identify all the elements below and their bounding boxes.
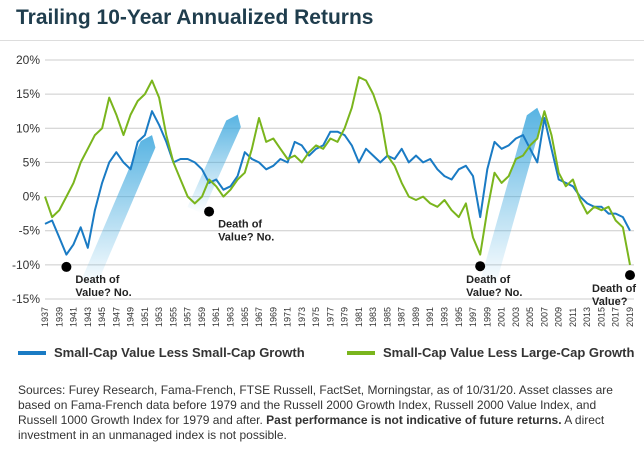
sources-tail: A direct investment in an unmanaged inde… [18,413,605,442]
x-tick-label: 2013 [582,307,592,327]
x-tick-label: 1969 [268,307,278,327]
x-tick-label: 1973 [297,307,307,327]
annotation-label: Value? No. [466,287,522,299]
x-tick-label: 1997 [468,307,478,327]
x-tick-label: 1979 [340,307,350,327]
x-tick-label: 2009 [554,307,564,327]
series-line-green [44,76,631,266]
y-tick-label: -15% [12,292,40,306]
line-chart: 20% 15% 10% 5% 0% -5% -10% -15%1937 1939 1941 1943… [12,53,636,327]
annotation-label: Death of [218,219,262,231]
annotation-dot [204,206,215,217]
x-tick-label: 2015 [596,307,606,327]
annotation-dot [61,261,72,272]
legend-item-blue: Small-Cap Value Less Small-Cap Growth [18,345,305,360]
annotation-label: Death of [75,274,119,286]
legend-swatch [18,350,46,355]
x-tick-label: 1955 [168,307,178,327]
x-tick-label: 1995 [454,307,464,327]
x-tick-label: 1961 [211,307,221,327]
sources-note: Sources: Furey Research, Fama-French, FT… [18,383,630,443]
legend-label: Small-Cap Value Less Large-Cap Growth [383,345,635,360]
trend-arrow [187,114,241,214]
x-tick-label: 1999 [482,307,492,327]
x-tick-label: 1991 [425,307,435,327]
x-tick-label: 1957 [183,307,193,327]
chart-title: Trailing 10-Year Annualized Returns [16,6,374,29]
x-tick-label: 2017 [611,307,621,327]
legend-swatch [347,350,375,355]
x-tick-label: 1939 [54,307,64,327]
y-tick-label: 5% [23,155,41,169]
y-tick-label: 20% [16,53,40,67]
divider [0,40,644,41]
x-tick-label: 1987 [397,307,407,327]
annotation-label: Value? No. [75,287,131,299]
series-line-blue [44,110,631,256]
y-tick-label: -5% [19,224,41,238]
x-tick-label: 1951 [140,307,150,327]
x-tick-label: 1953 [154,307,164,327]
x-tick-label: 1943 [83,307,93,327]
trend-arrow [80,135,156,289]
x-tick-label: 1971 [283,307,293,327]
annotation-label: Death of [466,274,510,286]
x-tick-label: 1959 [197,307,207,327]
x-tick-label: 1941 [69,307,79,327]
annotation-label: Value? [592,296,628,308]
annotation-label: Death of [592,283,636,295]
x-tick-label: 2011 [568,308,578,327]
y-tick-label: 10% [16,121,40,135]
x-tick-label: 1983 [368,307,378,327]
sources-text: Sources: Furey Research, Fama-French, FT… [18,383,613,427]
x-tick-label: 1985 [382,307,392,327]
x-tick-label: 2019 [625,307,635,327]
x-tick-label: 1989 [411,307,421,327]
x-tick-label: 1937 [40,307,50,327]
y-tick-label: 0% [23,190,41,204]
x-tick-label: 2003 [511,307,521,327]
x-tick-label: 1975 [311,307,321,327]
legend-label: Small-Cap Value Less Small-Cap Growth [54,345,305,360]
x-tick-label: 1981 [354,307,364,327]
x-tick-label: 1963 [225,307,235,327]
x-tick-label: 1945 [97,307,107,327]
x-tick-label: 2005 [525,307,535,327]
y-tick-label: -10% [12,258,40,272]
legend-item-green: Small-Cap Value Less Large-Cap Growth [347,345,634,360]
x-tick-label: 1993 [440,307,450,327]
x-tick-label: 2007 [539,307,549,327]
x-tick-label: 1965 [240,307,250,327]
x-tick-label: 1967 [254,307,264,327]
trend-arrow [479,107,543,288]
x-tick-label: 1977 [325,307,335,327]
x-tick-label: 1949 [126,307,136,327]
x-tick-label: 2001 [497,307,507,327]
y-tick-label: 15% [16,87,40,101]
annotation-label: Value? No. [218,232,274,244]
disclaimer-bold: Past performance is not indicative of fu… [266,413,562,427]
annotation-dot [475,261,486,272]
x-tick-label: 1947 [111,307,121,327]
annotation-dot [625,270,635,281]
